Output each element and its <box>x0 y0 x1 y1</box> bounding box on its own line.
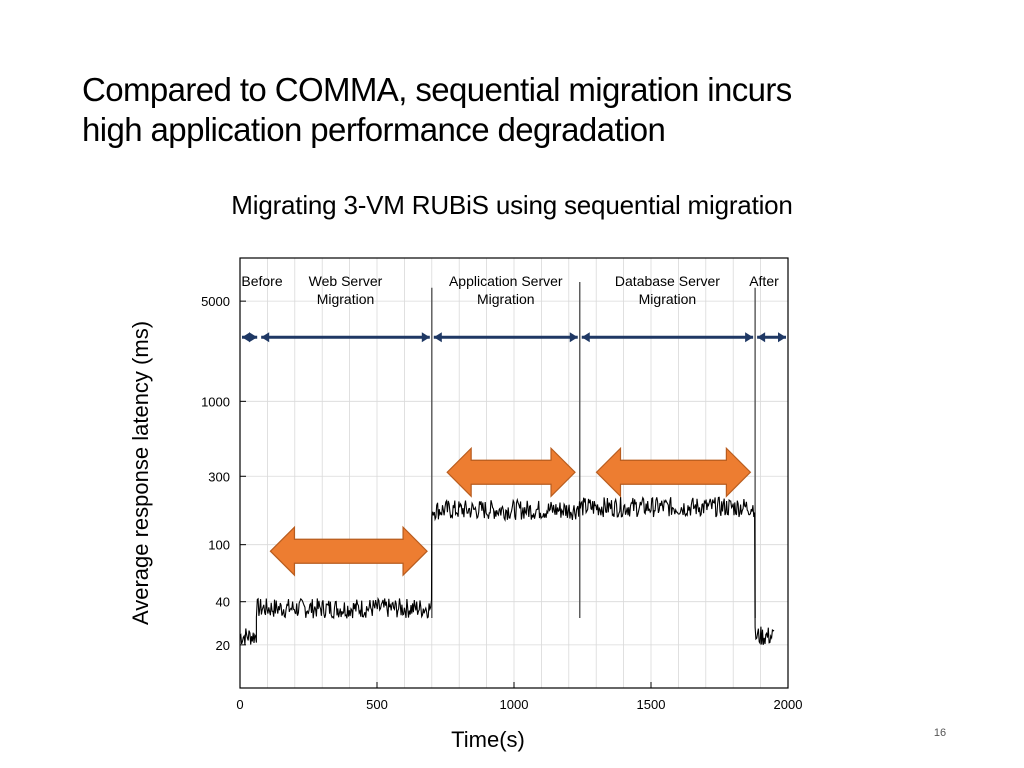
slide-title-line-1: Compared to COMMA, sequential migration … <box>82 71 792 108</box>
x-tick-label: 0 <box>236 697 243 712</box>
phase-label-line: Migration <box>317 291 375 307</box>
chart-caption: Migrating 3-VM RUBiS using sequential mi… <box>231 190 793 220</box>
phase-label: Web Server Migration <box>309 273 383 307</box>
slide-title-line-2: high application performance degradation <box>82 111 666 148</box>
phase-arrowhead-right <box>745 332 754 343</box>
phase-label-line: Migration <box>477 291 535 307</box>
phase-label: Before <box>241 273 282 289</box>
y-tick-label: 20 <box>216 638 230 653</box>
phase-label: Database Server Migration <box>615 273 720 307</box>
phase-label-line: Web Server <box>309 273 383 289</box>
x-tick-label: 500 <box>366 697 388 712</box>
phase-label-line: After <box>749 273 779 289</box>
phase-label: Application Server Migration <box>449 273 563 307</box>
x-tick-label: 1000 <box>500 697 529 712</box>
highlight-arrow-2 <box>595 446 752 498</box>
page-number: 16 <box>933 727 947 739</box>
slide-title: Compared to COMMA, sequential migration … <box>82 70 982 150</box>
x-axis-label: Time(s) <box>451 727 525 752</box>
y-tick-label: 1000 <box>201 394 230 409</box>
phase-arrowhead-right <box>778 332 786 343</box>
x-tick-label: 1500 <box>637 697 666 712</box>
phase-arrowhead-right <box>421 332 430 343</box>
phase-arrowhead-right <box>249 332 258 343</box>
y-tick-label: 300 <box>208 469 230 484</box>
x-tick-label: 2000 <box>774 697 803 712</box>
y-tick-label: 40 <box>216 595 230 610</box>
y-tick-label: 5000 <box>201 294 230 309</box>
phase-label: After <box>749 273 779 289</box>
latency-series-line <box>239 496 775 646</box>
phase-label-line: Application Server <box>449 273 563 289</box>
highlight-arrow-1 <box>446 446 576 498</box>
phase-arrowhead-left <box>242 332 250 343</box>
phase-label-line: Database Server <box>615 273 720 289</box>
highlight-arrow-0 <box>269 525 428 577</box>
phase-arrowhead-left <box>757 332 766 343</box>
phase-label-line: Migration <box>639 291 697 307</box>
phase-arrowhead-left <box>433 332 442 343</box>
y-axis-label: Average response latency (ms) <box>128 320 153 626</box>
phase-label-line: Before <box>241 273 282 289</box>
y-tick-label: 100 <box>208 538 230 553</box>
phase-arrowhead-left <box>581 332 590 343</box>
phase-arrowhead-right <box>569 332 578 343</box>
phase-arrowhead-left <box>261 332 270 343</box>
